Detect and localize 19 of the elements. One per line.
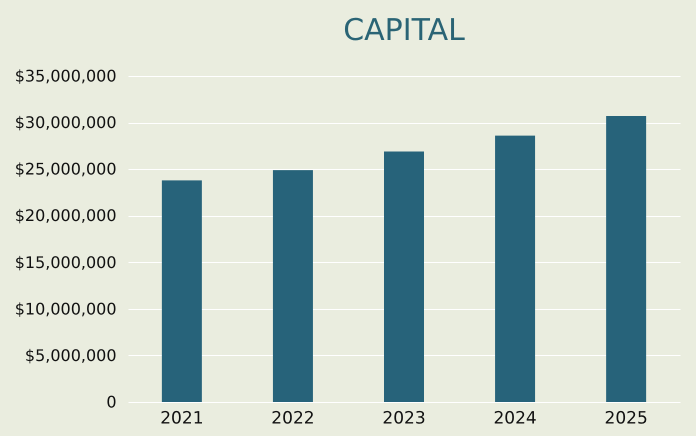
y-tick-label: $5,000,000 — [24, 346, 116, 365]
y-tick-label: $25,000,000 — [14, 160, 116, 179]
y-tick-label: $15,000,000 — [14, 252, 116, 272]
y-tick-label: 0 — [106, 392, 116, 412]
x-tick-label: 2022 — [271, 408, 315, 428]
bar — [495, 136, 536, 402]
bar — [162, 180, 202, 402]
y-tick-label: $35,000,000 — [14, 66, 116, 86]
x-tick-label: 2021 — [160, 408, 204, 428]
bar — [606, 116, 646, 402]
y-tick-label: $30,000,000 — [14, 113, 116, 132]
chart-title: CAPITAL — [343, 13, 466, 48]
bar — [272, 170, 313, 402]
y-tick-label: $10,000,000 — [14, 299, 116, 318]
x-tick-label: 2025 — [604, 408, 648, 428]
x-tick-label: 2024 — [493, 408, 537, 428]
y-tick-label: $20,000,000 — [14, 206, 116, 226]
bar — [384, 151, 424, 402]
x-tick-label: 2023 — [382, 408, 426, 428]
